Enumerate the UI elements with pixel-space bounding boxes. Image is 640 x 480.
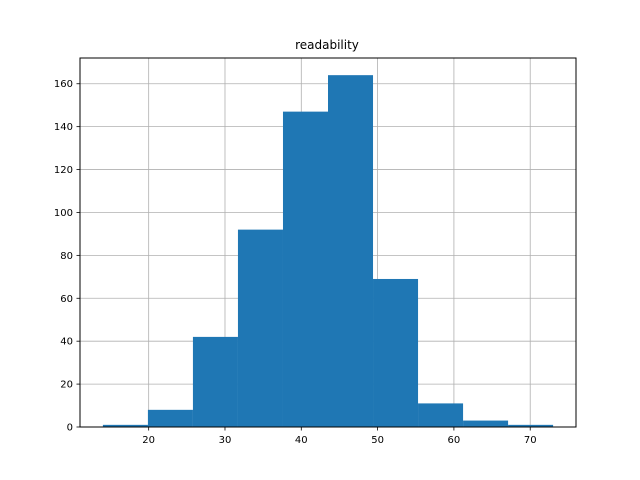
y-tick-label: 120 bbox=[54, 165, 73, 176]
y-tick-label: 140 bbox=[54, 122, 73, 133]
histogram-bar bbox=[463, 420, 509, 427]
plot-frame bbox=[79, 57, 577, 428]
histogram-bar bbox=[373, 278, 419, 427]
chart-title: readability bbox=[295, 38, 359, 52]
y-tick-label: 40 bbox=[60, 337, 73, 348]
histogram-bar bbox=[192, 336, 238, 427]
histogram-bar bbox=[508, 424, 554, 427]
x-tick-label: 50 bbox=[371, 435, 384, 446]
x-tick-label: 30 bbox=[219, 435, 232, 446]
histogram-bar bbox=[282, 111, 328, 427]
x-tick-label: 60 bbox=[448, 435, 461, 446]
y-tick-label: 160 bbox=[54, 79, 73, 90]
histogram-bars bbox=[102, 75, 554, 428]
histogram-bar bbox=[237, 229, 283, 427]
y-tick-label: 100 bbox=[54, 208, 73, 219]
x-tick-label: 70 bbox=[524, 435, 537, 446]
y-tick-label: 0 bbox=[67, 423, 73, 434]
histogram-bar bbox=[328, 75, 374, 428]
histogram-bar bbox=[102, 424, 148, 427]
histogram-bar bbox=[418, 403, 464, 427]
y-tick-label: 20 bbox=[60, 380, 73, 391]
y-tick-label: 60 bbox=[60, 294, 73, 305]
x-tick-label: 40 bbox=[295, 435, 308, 446]
x-axis-ticks: 20 30 40 50 60 70 bbox=[142, 427, 537, 446]
y-axis-ticks: 0 20 40 60 80 100 120 140 160 bbox=[54, 79, 80, 434]
histogram-bar bbox=[147, 409, 193, 427]
y-tick-label: 80 bbox=[60, 251, 73, 262]
x-tick-label: 20 bbox=[142, 435, 155, 446]
